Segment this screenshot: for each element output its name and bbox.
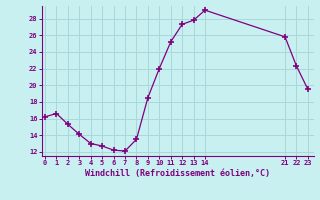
X-axis label: Windchill (Refroidissement éolien,°C): Windchill (Refroidissement éolien,°C) [85,169,270,178]
